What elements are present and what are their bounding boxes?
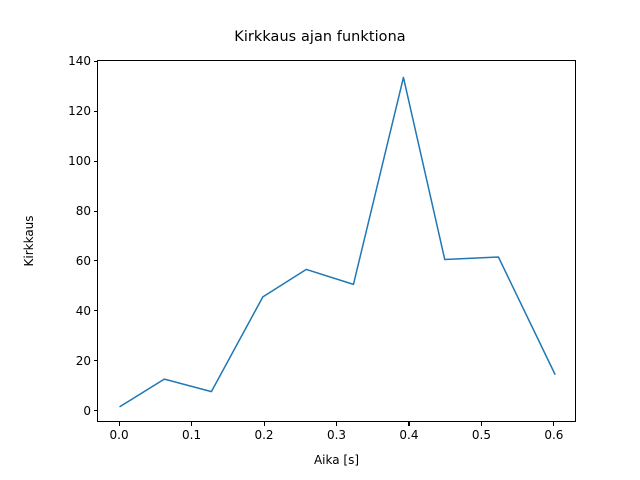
y-tick-mark bbox=[93, 60, 97, 63]
y-tick-mark bbox=[93, 110, 97, 112]
x-tick-label: 0.2 bbox=[254, 428, 274, 442]
x-tick-label: 0.1 bbox=[182, 428, 202, 442]
x-tick-label: 0.5 bbox=[471, 428, 491, 442]
y-tick-label: 140 bbox=[68, 54, 91, 69]
y-tick-label: 80 bbox=[75, 204, 91, 219]
x-tick-mark bbox=[408, 422, 410, 426]
y-tick-label: 20 bbox=[75, 353, 91, 368]
x-tick-mark bbox=[191, 422, 193, 426]
y-tick-mark bbox=[93, 360, 97, 362]
x-tick-label: 0.4 bbox=[399, 428, 419, 442]
x-tick-mark bbox=[480, 422, 482, 426]
y-tick-label: 100 bbox=[68, 154, 91, 169]
y-tick-label: 120 bbox=[68, 104, 91, 119]
y-tick-label: 60 bbox=[75, 253, 91, 268]
y-tick-mark bbox=[93, 260, 97, 262]
x-tick-mark bbox=[263, 422, 265, 426]
y-tick-label: 0 bbox=[83, 403, 91, 418]
plot-axes bbox=[97, 60, 576, 422]
y-tick-mark bbox=[93, 310, 97, 312]
plot-line-svg bbox=[119, 76, 556, 408]
x-tick-label: 0.0 bbox=[109, 428, 129, 442]
y-tick-mark bbox=[93, 160, 97, 162]
y-tick-mark bbox=[93, 210, 97, 212]
y-tick-label: 40 bbox=[75, 303, 91, 318]
x-tick-label: 0.6 bbox=[544, 428, 564, 442]
data-series-line bbox=[119, 76, 556, 408]
chart-title: Kirkkaus ajan funktiona bbox=[234, 29, 406, 45]
x-tick-mark bbox=[553, 422, 555, 426]
x-tick-mark bbox=[118, 422, 120, 426]
x-tick-label: 0.3 bbox=[326, 428, 347, 442]
y-axis-label: Kirkkaus bbox=[22, 215, 36, 267]
x-axis-label: Aika [s] bbox=[313, 453, 360, 467]
y-tick-mark bbox=[93, 410, 97, 412]
x-tick-mark bbox=[336, 422, 338, 426]
